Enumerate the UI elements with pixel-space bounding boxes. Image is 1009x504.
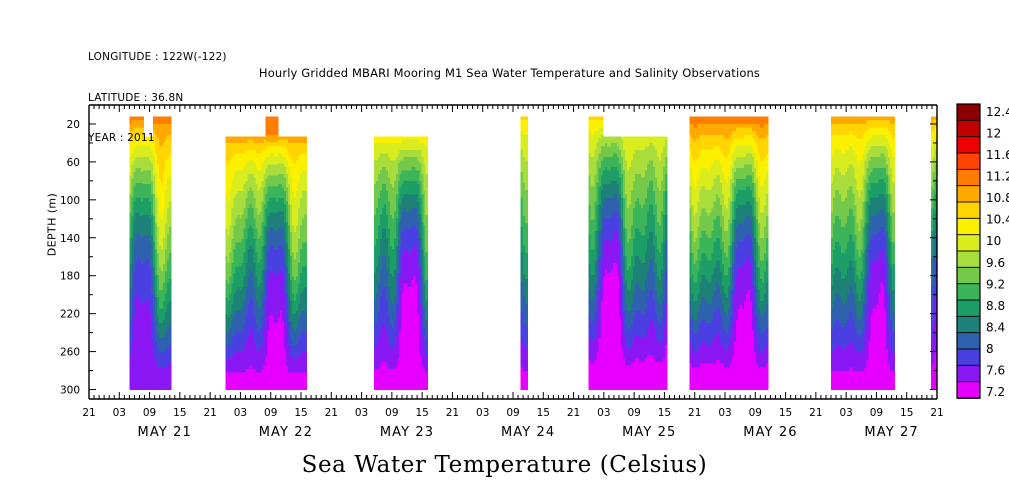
x-tick-label: 03 (476, 407, 489, 419)
y-tick-label: 180 (60, 271, 80, 283)
x-tick-label: 03 (234, 407, 247, 419)
data-block (374, 136, 428, 391)
x-tick-label: 15 (779, 407, 792, 419)
y-tick-label: 60 (67, 157, 80, 169)
colorbar: 12.4 12 11.6 11.2 10.8 10.4 10 9.6 9.2 8.8 8.4 8 7.6… (956, 103, 1009, 399)
colorbar-tick-label: 10.4 (986, 213, 1009, 227)
y-tick-label: 140 (60, 233, 80, 245)
y-tick-label: 260 (60, 347, 80, 359)
x-tick-label: 21 (930, 407, 943, 419)
colorbar-band (956, 381, 981, 399)
x-day-label: MAY 25 (622, 425, 676, 440)
colorbar-band (956, 152, 981, 171)
y-tick-label: 20 (67, 119, 80, 131)
x-tick-label: 09 (627, 407, 640, 419)
x-tick-label: 15 (173, 407, 186, 419)
colorbar-band (956, 315, 981, 334)
x-tick-label: 21 (325, 407, 338, 419)
x-tick-label: 09 (749, 407, 762, 419)
colorbar-band (956, 250, 981, 269)
colorbar-band (956, 103, 981, 122)
data-block (520, 116, 528, 391)
x-tick-label: 15 (900, 407, 913, 419)
x-tick-label: 03 (113, 407, 126, 419)
data-block (129, 116, 172, 391)
latitude-text: LATITUDE : 36.8N (88, 91, 184, 104)
data-block (831, 116, 895, 391)
colorbar-tick-label: 7.2 (986, 385, 1005, 399)
colorbar-tick-label: 10.8 (986, 191, 1009, 205)
data-block (930, 116, 937, 391)
x-tick-label: 21 (446, 407, 459, 419)
axes-layer: 21 03 09 15 21 03 09 15 21 03 09 15 21 03 09 15 21 03 09 15… (60, 104, 944, 440)
year-text: YEAR : 2011 (88, 132, 155, 144)
colorbar-band (956, 119, 981, 138)
y-tick-label: 300 (60, 385, 80, 397)
colorbar-frame (956, 103, 981, 399)
colorbar-band (956, 217, 981, 236)
x-day-label: MAY 22 (259, 425, 313, 440)
colorbar-band (956, 266, 981, 285)
colorbar-tick-label: 11.2 (986, 170, 1009, 184)
y-axis-label: DEPTH (m) (45, 192, 59, 257)
x-tick-label: 21 (809, 407, 822, 419)
x-tick-label: 09 (870, 407, 883, 419)
longitude-text: LONGITUDE : 122W(-122) (88, 51, 227, 63)
colorbar-band (956, 136, 981, 154)
bottom-title: Sea Water Temperature (Celsius) (301, 452, 708, 478)
data-block (689, 116, 769, 391)
colorbar-tick-label: 7.6 (986, 363, 1005, 377)
x-tick-label: 21 (567, 407, 580, 419)
page-title: Hourly Gridded MBARI Mooring M1 Sea Wate… (0, 66, 1009, 80)
colorbar-band (956, 185, 981, 203)
x-tick-label: 03 (355, 407, 368, 419)
x-tick-label: 09 (143, 407, 156, 419)
x-tick-label: 15 (537, 407, 550, 419)
x-tick-label: 09 (506, 407, 519, 419)
x-tick-label: 15 (415, 407, 428, 419)
colorbar-band (956, 168, 981, 187)
colorbar-band (956, 234, 981, 252)
x-tick-label: 09 (385, 407, 398, 419)
x-tick-label: 21 (203, 407, 216, 419)
x-tick-label: 15 (294, 407, 307, 419)
x-tick-label: 21 (82, 407, 95, 419)
colorbar-band (956, 283, 981, 301)
chart-title-text: Hourly Gridded MBARI Mooring M1 Sea Wate… (258, 66, 761, 80)
colorbar-tick-label: 9.2 (986, 277, 1005, 291)
colorbar-band (956, 299, 981, 318)
colorbar-tick-label: 12.4 (986, 105, 1009, 119)
colorbar-band (956, 348, 981, 367)
x-day-label: MAY 21 (138, 425, 192, 440)
colorbar-tick-label: 8.8 (986, 299, 1005, 313)
x-day-label: MAY 26 (743, 425, 797, 440)
colorbar-band (956, 364, 981, 383)
colorbar-tick-label: 9.6 (986, 256, 1005, 270)
x-tick-label: 03 (839, 407, 852, 419)
x-day-label: MAY 23 (380, 425, 434, 440)
colorbar-tick-label: 8.4 (986, 320, 1005, 334)
x-day-label: MAY 27 (864, 425, 918, 440)
colorbar-tick-label: 11.6 (986, 148, 1009, 162)
colorbar-tick-label: 12 (986, 127, 1001, 141)
y-tick-label: 100 (60, 195, 80, 207)
metadata-block: LONGITUDE : 122W(-122) LATITUDE : 36.8N … (88, 24, 227, 173)
x-tick-label: 03 (718, 407, 731, 419)
y-tick-label: 220 (60, 309, 80, 321)
x-tick-label: 21 (688, 407, 701, 419)
data-block (225, 116, 307, 391)
x-tick-label: 09 (264, 407, 277, 419)
x-day-label: MAY 24 (501, 425, 555, 440)
colorbar-tick-label: 8 (986, 342, 994, 356)
colorbar-tick-label: 10 (986, 234, 1001, 248)
x-tick-label: 15 (658, 407, 671, 419)
colorbar-band (956, 332, 981, 350)
data-block (588, 116, 668, 391)
x-tick-label: 03 (597, 407, 610, 419)
data-blocks-layer (129, 116, 937, 391)
colorbar-band (956, 201, 981, 220)
